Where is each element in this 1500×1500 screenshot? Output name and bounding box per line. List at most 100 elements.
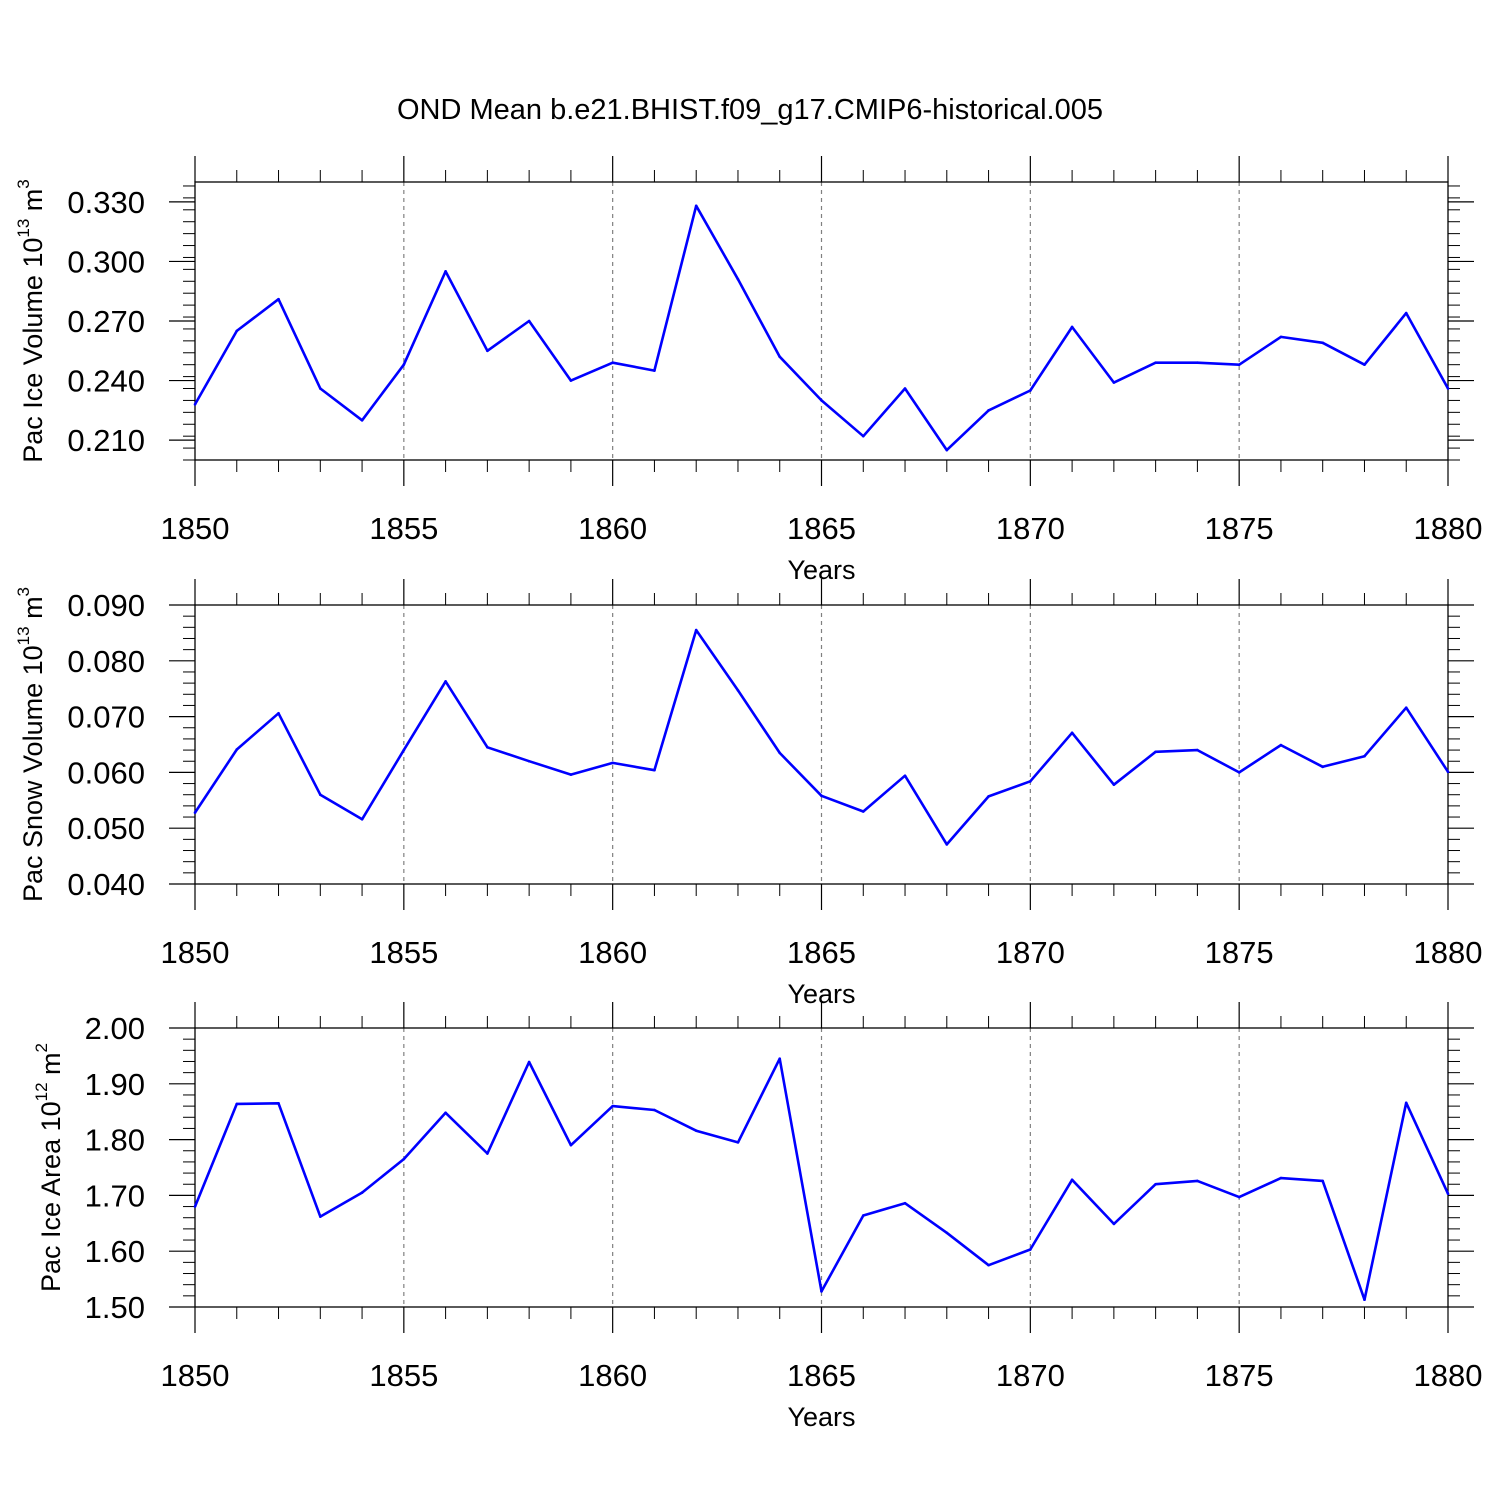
data-point bbox=[1112, 1222, 1116, 1226]
data-point bbox=[1237, 771, 1241, 774]
data-point bbox=[527, 1060, 531, 1064]
data-point bbox=[820, 399, 823, 402]
y-tick-label: 0.270 bbox=[67, 304, 145, 339]
x-tick-label: 1875 bbox=[1205, 935, 1274, 970]
y-tick-label: 0.090 bbox=[67, 588, 145, 623]
data-point bbox=[277, 711, 280, 715]
y-axis-title: Pac Snow Volume 1013 m3 bbox=[14, 587, 48, 902]
y-tick-label: 1.70 bbox=[85, 1178, 145, 1213]
data-point bbox=[778, 751, 782, 755]
y-axis-title-superscript: 2 bbox=[32, 1043, 51, 1052]
data-point bbox=[193, 811, 197, 814]
data-point bbox=[694, 628, 698, 632]
data-point bbox=[1363, 363, 1366, 366]
data-point bbox=[527, 759, 531, 763]
data-point bbox=[319, 793, 322, 797]
data-point bbox=[235, 1102, 239, 1106]
data-point bbox=[444, 1111, 447, 1115]
x-tick-label: 1880 bbox=[1414, 1358, 1483, 1393]
data-point bbox=[402, 1157, 406, 1161]
data-point bbox=[653, 768, 656, 772]
data-point bbox=[861, 810, 865, 813]
data-point bbox=[486, 349, 489, 353]
data-point bbox=[1029, 389, 1032, 392]
data-point bbox=[1154, 361, 1157, 365]
data-point bbox=[1321, 765, 1324, 769]
x-tick-label: 1870 bbox=[996, 935, 1065, 970]
data-point bbox=[193, 1205, 197, 1208]
panel-2: 1850 1855 1860 1865 1870 1875 1880 0.040 0.050 0.… bbox=[14, 579, 1482, 1009]
data-point bbox=[569, 773, 573, 776]
data-point bbox=[1446, 770, 1450, 774]
data-point bbox=[1070, 325, 1074, 329]
y-axis-title-superscript: 3 bbox=[14, 587, 33, 596]
x-tick-label: 1870 bbox=[996, 511, 1065, 546]
data-point bbox=[611, 361, 614, 365]
data-point bbox=[1029, 780, 1032, 783]
data-point bbox=[1446, 387, 1450, 390]
y-axis-title-superscript: 13 bbox=[14, 219, 33, 238]
data-point bbox=[653, 369, 656, 372]
data-point bbox=[987, 795, 990, 798]
data-point bbox=[1404, 706, 1408, 709]
data-point bbox=[569, 379, 573, 382]
data-point bbox=[1154, 1182, 1157, 1186]
data-point bbox=[444, 680, 447, 683]
x-tick-label: 1850 bbox=[161, 1358, 230, 1393]
panels: 1850 1855 1860 1865 1870 1875 1880 0.210 0.240 0.… bbox=[14, 156, 1482, 1432]
data-point bbox=[987, 409, 990, 412]
x-tick-label: 1875 bbox=[1205, 1358, 1274, 1393]
data-point bbox=[903, 774, 907, 778]
y-axis-title-superscript: 3 bbox=[14, 179, 33, 188]
data-point bbox=[1446, 1192, 1450, 1196]
data-point bbox=[1237, 363, 1241, 366]
y-tick-label: 0.080 bbox=[67, 644, 145, 679]
data-point bbox=[903, 387, 907, 390]
x-tick-label: 1860 bbox=[578, 1358, 647, 1393]
data-point bbox=[694, 1129, 698, 1132]
data-point bbox=[736, 1141, 740, 1144]
data-point bbox=[444, 270, 447, 273]
data-point bbox=[486, 1152, 489, 1155]
data-point bbox=[861, 434, 865, 438]
data-point bbox=[1279, 1176, 1283, 1180]
y-tick-label: 1.60 bbox=[85, 1234, 145, 1269]
data-point bbox=[1321, 1179, 1324, 1183]
data-point bbox=[903, 1201, 907, 1205]
data-point bbox=[1279, 743, 1283, 747]
data-point bbox=[402, 748, 406, 752]
x-tick-label: 1865 bbox=[787, 1358, 856, 1393]
x-tick-label: 1870 bbox=[996, 1358, 1065, 1393]
y-axis-title-part: m bbox=[18, 596, 48, 626]
data-point bbox=[1404, 311, 1408, 315]
data-point bbox=[1196, 748, 1199, 752]
x-tick-label: 1880 bbox=[1414, 935, 1483, 970]
y-tick-label: 0.240 bbox=[67, 364, 145, 399]
data-point bbox=[235, 748, 239, 751]
data-point bbox=[778, 355, 782, 359]
data-point bbox=[694, 204, 698, 208]
data-point bbox=[778, 1057, 782, 1060]
y-axis-title-part: Pac Ice Volume 10 bbox=[18, 238, 48, 463]
x-tick-label: 1850 bbox=[161, 935, 230, 970]
y-axis-title-part: Pac Snow Volume 10 bbox=[18, 645, 48, 902]
y-tick-label: 2.00 bbox=[85, 1011, 145, 1046]
panel-1: 1850 1855 1860 1865 1870 1875 1880 0.210 0.240 0.… bbox=[14, 156, 1482, 585]
data-point bbox=[736, 689, 740, 692]
data-point bbox=[277, 1102, 280, 1105]
x-tick-label: 1880 bbox=[1414, 511, 1483, 546]
data-point bbox=[736, 278, 740, 281]
data-point bbox=[987, 1263, 990, 1267]
x-tick-label: 1860 bbox=[578, 935, 647, 970]
y-tick-label: 0.330 bbox=[67, 185, 145, 220]
x-tick-label: 1875 bbox=[1205, 511, 1274, 546]
y-tick-label: 0.050 bbox=[67, 811, 145, 846]
y-axis-title: Pac Ice Area 1012 m2 bbox=[32, 1043, 66, 1292]
data-point bbox=[319, 1215, 322, 1218]
data-point bbox=[1112, 381, 1116, 384]
y-tick-label: 0.070 bbox=[67, 700, 145, 735]
x-tick-label: 1860 bbox=[578, 511, 647, 546]
data-point bbox=[611, 1104, 614, 1108]
data-point bbox=[820, 794, 823, 798]
